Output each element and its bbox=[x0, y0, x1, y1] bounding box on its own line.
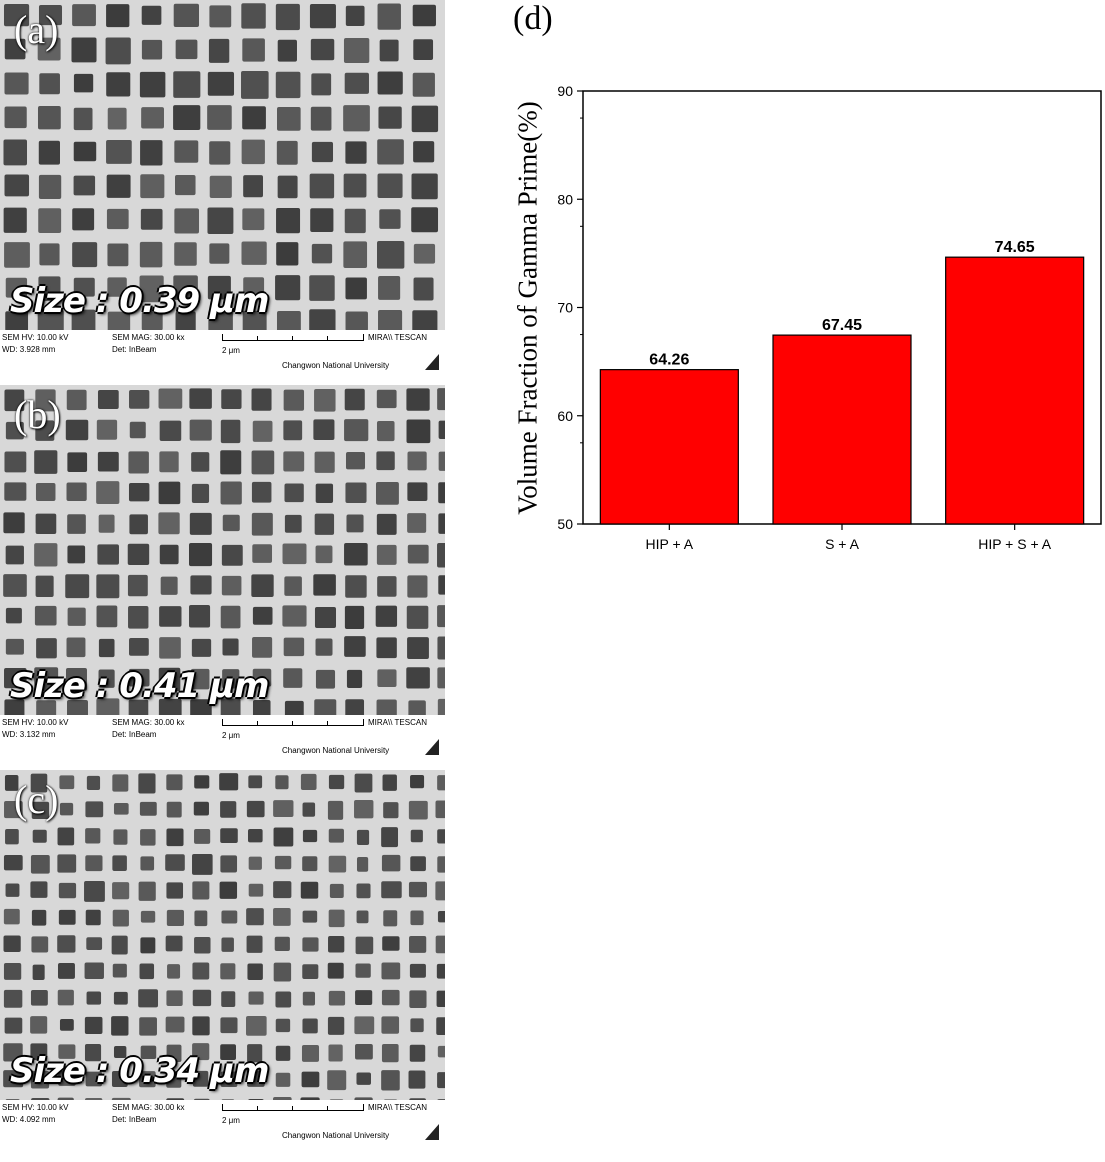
sem-info-bar: SEM HV: 10.00 kV WD: 3.132 mm SEM MAG: 3… bbox=[0, 715, 445, 763]
bar-chart: 50 60 70 80 90 64.26 HIP + A 67.45 S + A 74.65 HIP… bbox=[557, 83, 1102, 552]
institution-text: Changwon National University bbox=[282, 1131, 390, 1140]
scale-bar bbox=[222, 1104, 364, 1111]
bar-value-label: 67.45 bbox=[822, 317, 862, 334]
sem-det-text: Det: InBeam bbox=[112, 1115, 157, 1124]
precipitate-size-label: Size : 0.39 μm bbox=[10, 281, 269, 321]
chart-panel-label: (d) bbox=[513, 0, 553, 37]
x-tick-label: HIP + A bbox=[646, 536, 694, 552]
precipitate-size-label: Size : 0.34 μm bbox=[10, 1051, 269, 1091]
sem-det-text: Det: InBeam bbox=[112, 345, 157, 354]
sem-mag-text: SEM MAG: 30.00 kx bbox=[112, 718, 185, 727]
institution-logo-icon bbox=[425, 739, 439, 755]
sem-panel-b: (b) Size : 0.41 μm SEM HV: 10.00 kV WD: … bbox=[0, 385, 445, 763]
sem-wd-text: WD: 4.092 mm bbox=[2, 1115, 56, 1124]
x-tick-label: S + A bbox=[825, 536, 860, 552]
sem-wd-text: WD: 3.928 mm bbox=[2, 345, 56, 354]
y-tick-label: 90 bbox=[557, 83, 573, 99]
institution-text: Changwon National University bbox=[282, 746, 390, 755]
sem-micrograph-image bbox=[0, 770, 445, 1100]
bar-value-label: 64.26 bbox=[649, 352, 689, 369]
scale-bar-label: 2 μm bbox=[222, 731, 240, 740]
panel-label: (b) bbox=[14, 392, 61, 437]
bar bbox=[599, 369, 739, 525]
bar-value-label: 74.65 bbox=[995, 239, 1035, 256]
institution-logo-icon bbox=[425, 1124, 439, 1140]
y-tick-label: 80 bbox=[557, 191, 573, 207]
scale-bar-label: 2 μm bbox=[222, 346, 240, 355]
institution-text: Changwon National University bbox=[282, 361, 390, 370]
sem-mag-text: SEM MAG: 30.00 kx bbox=[112, 333, 185, 342]
scale-bar bbox=[222, 334, 364, 341]
sem-micrograph-image bbox=[0, 0, 445, 330]
sem-hv-text: SEM HV: 10.00 kV bbox=[2, 333, 69, 342]
bar bbox=[945, 256, 1085, 525]
sem-panel-a: (a) Size : 0.39 μm SEM HV: 10.00 kV WD: … bbox=[0, 0, 445, 378]
y-tick-label: 50 bbox=[557, 516, 573, 532]
sem-hv-text: SEM HV: 10.00 kV bbox=[2, 718, 69, 727]
scale-bar-label: 2 μm bbox=[222, 1116, 240, 1125]
sem-micrograph-image bbox=[0, 385, 445, 715]
sem-hv-text: SEM HV: 10.00 kV bbox=[2, 1103, 69, 1112]
sem-info-bar: SEM HV: 10.00 kV WD: 4.092 mm SEM MAG: 3… bbox=[0, 1100, 445, 1148]
x-tick-label: HIP + S + A bbox=[978, 536, 1052, 552]
panel-label: (c) bbox=[14, 777, 59, 822]
scale-bar bbox=[222, 719, 364, 726]
sem-panel-c: (c) Size : 0.34 μm SEM HV: 10.00 kV WD: … bbox=[0, 770, 445, 1148]
sem-mag-text: SEM MAG: 30.00 kx bbox=[112, 1103, 185, 1112]
bar bbox=[772, 334, 912, 525]
panel-label: (a) bbox=[14, 7, 59, 52]
y-tick-label: 70 bbox=[557, 300, 573, 316]
precipitate-size-label: Size : 0.41 μm bbox=[10, 666, 269, 706]
sem-det-text: Det: InBeam bbox=[112, 730, 157, 739]
microscope-brand-text: MIRA\\ TESCAN bbox=[368, 1103, 427, 1112]
sem-info-bar: SEM HV: 10.00 kV WD: 3.928 mm SEM MAG: 3… bbox=[0, 330, 445, 378]
sem-wd-text: WD: 3.132 mm bbox=[2, 730, 56, 739]
microscope-brand-text: MIRA\\ TESCAN bbox=[368, 718, 427, 727]
y-tick-label: 60 bbox=[557, 408, 573, 424]
microscope-brand-text: MIRA\\ TESCAN bbox=[368, 333, 427, 342]
